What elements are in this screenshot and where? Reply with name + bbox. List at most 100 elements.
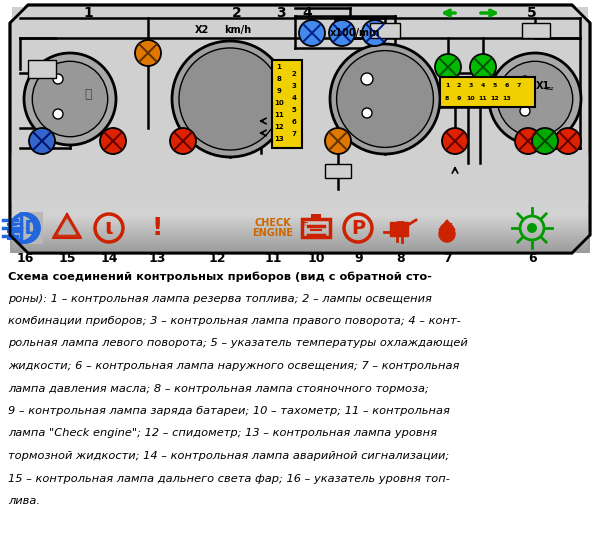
Text: 13: 13 — [274, 136, 284, 142]
Text: 4: 4 — [481, 83, 485, 88]
Bar — [7, 230, 21, 233]
Circle shape — [520, 106, 530, 116]
Circle shape — [470, 54, 496, 80]
Bar — [12, 202, 588, 203]
Circle shape — [497, 61, 573, 137]
Text: x100/min: x100/min — [330, 28, 380, 38]
Text: роны): 1 – контрольная лампа резерва топлива; 2 – лампы освещения: роны): 1 – контрольная лампа резерва топ… — [8, 294, 432, 304]
Text: ι: ι — [104, 218, 113, 238]
Text: 3: 3 — [276, 6, 286, 20]
Bar — [311, 214, 321, 219]
Text: 2: 2 — [232, 6, 242, 20]
Bar — [12, 236, 588, 237]
Bar — [12, 249, 588, 250]
Polygon shape — [53, 214, 81, 238]
Bar — [12, 250, 588, 251]
Text: 5: 5 — [527, 6, 537, 20]
Text: 9: 9 — [355, 251, 363, 264]
Text: 5: 5 — [493, 83, 497, 88]
Bar — [325, 164, 351, 178]
Text: 5: 5 — [292, 107, 296, 113]
Bar — [12, 231, 588, 232]
Bar — [12, 224, 588, 225]
Circle shape — [520, 76, 530, 86]
Bar — [12, 7, 588, 201]
Text: ≡D: ≡D — [9, 218, 41, 237]
Text: 13: 13 — [149, 251, 166, 264]
Bar — [12, 248, 588, 249]
Text: 8: 8 — [397, 251, 405, 264]
Text: 8: 8 — [445, 96, 449, 101]
Circle shape — [53, 109, 63, 119]
Bar — [12, 241, 588, 242]
Polygon shape — [59, 219, 76, 234]
Bar — [28, 23, 572, 153]
Text: 3: 3 — [469, 83, 473, 88]
Bar — [12, 245, 588, 246]
Polygon shape — [10, 5, 590, 253]
Bar — [12, 225, 588, 226]
Text: 6: 6 — [292, 119, 296, 125]
Text: 8: 8 — [277, 76, 281, 82]
Text: Схема соединений контрольных приборов (вид с обратной сто-: Схема соединений контрольных приборов (в… — [8, 271, 432, 281]
Bar — [12, 240, 588, 241]
Bar — [522, 23, 550, 38]
Circle shape — [53, 74, 63, 84]
Circle shape — [489, 53, 581, 145]
Text: 9 – контрольная лампа заряда батареи; 10 – тахометр; 11 – контрольная: 9 – контрольная лампа заряда батареи; 10… — [8, 406, 450, 416]
Bar — [12, 214, 588, 215]
Bar — [12, 221, 588, 222]
Bar — [12, 232, 588, 233]
Circle shape — [337, 50, 433, 147]
Text: 16: 16 — [17, 251, 34, 264]
Text: 1: 1 — [445, 83, 449, 88]
Circle shape — [32, 61, 108, 137]
Text: 11: 11 — [264, 251, 282, 264]
Text: !: ! — [151, 216, 163, 240]
Bar — [12, 226, 588, 227]
Text: 1: 1 — [277, 64, 281, 70]
Bar — [440, 77, 535, 107]
Circle shape — [170, 128, 196, 154]
Bar — [12, 244, 588, 245]
Bar — [12, 235, 588, 236]
Circle shape — [325, 128, 351, 154]
Text: 15: 15 — [59, 251, 77, 264]
Text: 9: 9 — [457, 96, 461, 101]
Circle shape — [515, 128, 541, 154]
Bar — [12, 237, 588, 238]
Bar — [12, 228, 588, 229]
Text: тормозной жидкости; 14 – контрольная лампа аварийной сигнализации;: тормозной жидкости; 14 – контрольная лам… — [8, 451, 449, 461]
Circle shape — [100, 128, 126, 154]
Bar — [12, 220, 588, 221]
Text: комбинации приборов; 3 – контрольная лампа правого поворота; 4 – конт-: комбинации приборов; 3 – контрольная лам… — [8, 316, 461, 326]
Bar — [12, 223, 588, 224]
Text: +: + — [300, 218, 308, 228]
Circle shape — [439, 223, 455, 239]
Bar — [12, 217, 588, 218]
Bar — [370, 23, 400, 38]
Text: лива.: лива. — [8, 496, 40, 506]
Bar — [12, 201, 588, 202]
Circle shape — [442, 128, 468, 154]
Text: 15 – контрольная лампа дальнего света фар; 16 – указатель уровня топ-: 15 – контрольная лампа дальнего света фа… — [8, 473, 450, 483]
Text: 6: 6 — [529, 251, 537, 264]
Text: 🛢: 🛢 — [395, 220, 404, 236]
Bar — [12, 230, 588, 231]
Text: 12: 12 — [274, 124, 284, 130]
Circle shape — [329, 20, 355, 46]
Bar — [12, 211, 588, 212]
Bar — [12, 229, 588, 230]
Circle shape — [24, 53, 116, 145]
Bar — [12, 219, 588, 220]
Circle shape — [330, 44, 440, 154]
Text: X1: X1 — [536, 81, 550, 91]
Text: 9: 9 — [277, 88, 281, 94]
Text: P: P — [351, 218, 365, 237]
Text: ≈: ≈ — [545, 84, 554, 94]
Bar — [12, 208, 588, 209]
Circle shape — [29, 128, 55, 154]
Bar — [12, 246, 588, 247]
Text: ⛽: ⛽ — [84, 87, 92, 100]
Text: ENGINE: ENGINE — [253, 228, 293, 238]
